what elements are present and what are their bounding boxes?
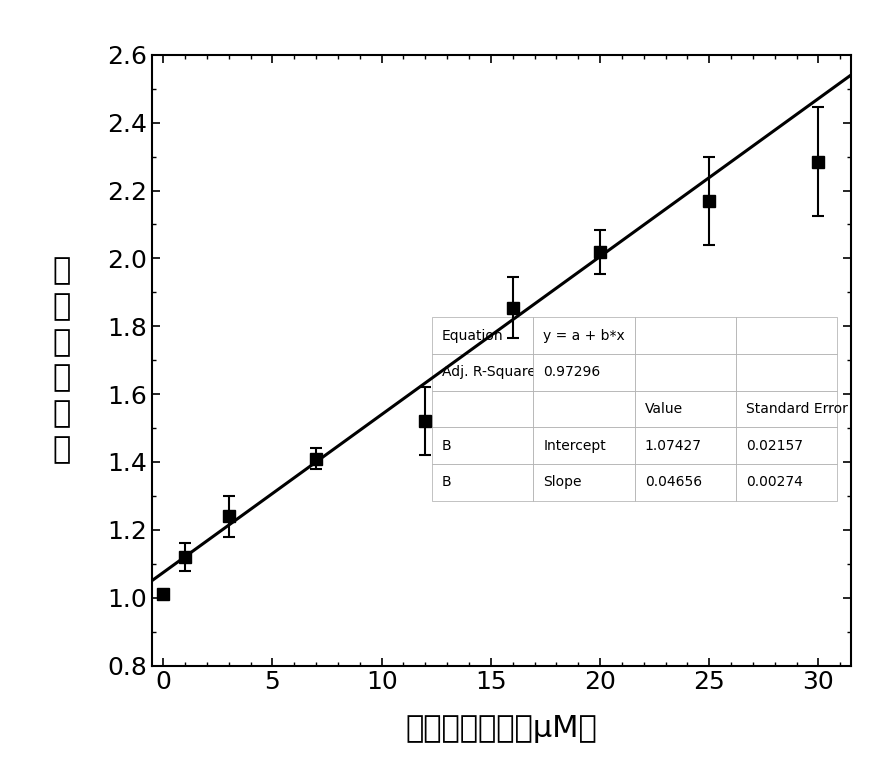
X-axis label: 谷胱甘肽浓度（μM）: 谷胱甘肽浓度（μM）: [406, 714, 598, 743]
Text: 相
对
荧
光
强
度: 相 对 荧 光 强 度: [52, 256, 71, 464]
